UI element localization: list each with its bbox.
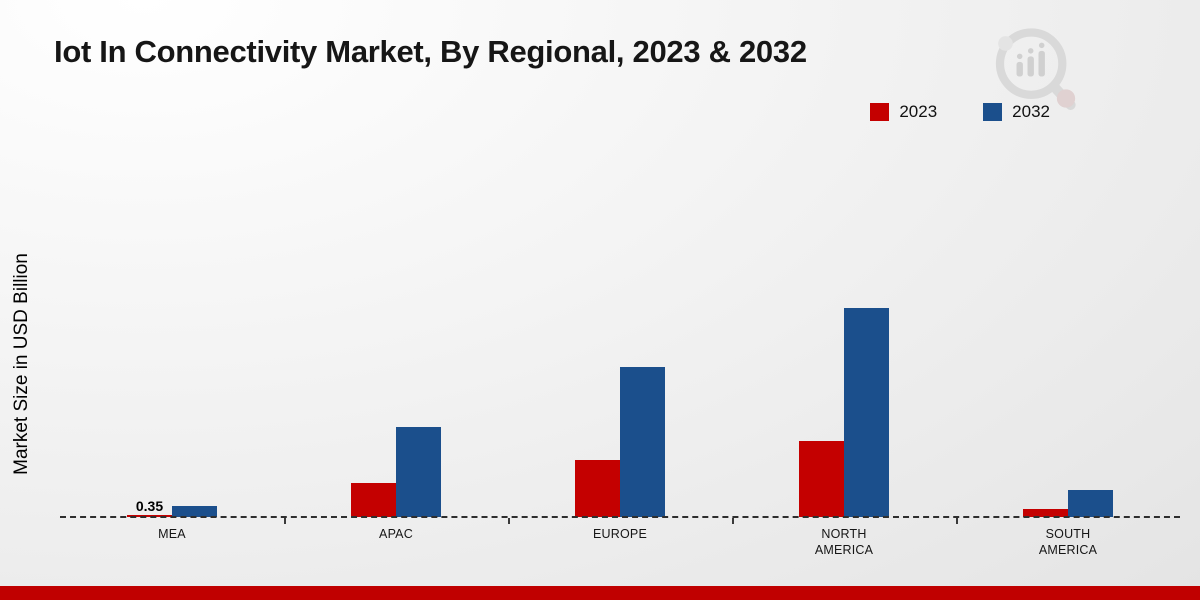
x-label-europe: EUROPE: [593, 527, 647, 541]
x-label-cell: EUROPE: [508, 526, 732, 559]
bar-group-south-america: [956, 490, 1180, 517]
x-axis-baseline: [60, 516, 1180, 518]
bar-2023-north-america: [799, 441, 844, 517]
bar-2023-europe: [575, 460, 620, 517]
bar-data-label: 0.35: [135, 498, 164, 514]
plot-area: 0.35: [60, 120, 1180, 517]
bar-2032-apac: [396, 426, 441, 517]
legend-item-2023: 2023: [870, 102, 937, 122]
legend-swatch-2032-icon: [983, 103, 1003, 121]
y-axis-title: Market Size in USD Billion: [11, 253, 32, 475]
chart-title: Iot In Connectivity Market, By Regional,…: [54, 34, 807, 69]
bar-2032-north-america: [844, 308, 889, 517]
bar-2023-apac: [351, 482, 396, 517]
x-label-cell: APAC: [284, 526, 508, 559]
x-label-north-america: NORTH AMERICA: [814, 527, 874, 558]
x-axis-tick: [956, 518, 958, 524]
footer-accent-bar: [0, 586, 1200, 600]
legend-label-2023: 2023: [899, 102, 938, 121]
brand-watermark-icon: [995, 28, 1076, 110]
bar-group-apac: [284, 426, 508, 517]
legend-item-2032: 2032: [983, 102, 1050, 122]
x-axis-tick: [732, 518, 734, 524]
x-label-cell: NORTH AMERICA: [732, 526, 956, 559]
x-label-apac: APAC: [379, 527, 413, 541]
bar-2032-mea: [172, 506, 217, 517]
x-axis-ticks: [60, 518, 1180, 524]
bar-group-europe: [508, 367, 732, 517]
legend-label-2032: 2032: [1012, 102, 1050, 121]
legend-swatch-2023-icon: [870, 103, 890, 121]
bar-2032-europe: [620, 367, 665, 517]
bar-2023-south-america: [1023, 509, 1068, 517]
x-axis-tick: [284, 518, 286, 524]
legend: 2023 2032: [870, 102, 1050, 122]
bar-2032-south-america: [1068, 490, 1113, 517]
bar-group-north-america: [732, 308, 956, 517]
x-axis-tick: [508, 518, 510, 524]
x-label-cell: SOUTH AMERICA: [956, 526, 1180, 559]
x-axis-labels: MEA APAC EUROPE NORTH AMERICA SOUTH AMERICA: [60, 526, 1180, 559]
x-label-cell: MEA: [60, 526, 284, 559]
x-label-south-america: SOUTH AMERICA: [1038, 527, 1098, 558]
x-label-mea: MEA: [158, 527, 186, 541]
